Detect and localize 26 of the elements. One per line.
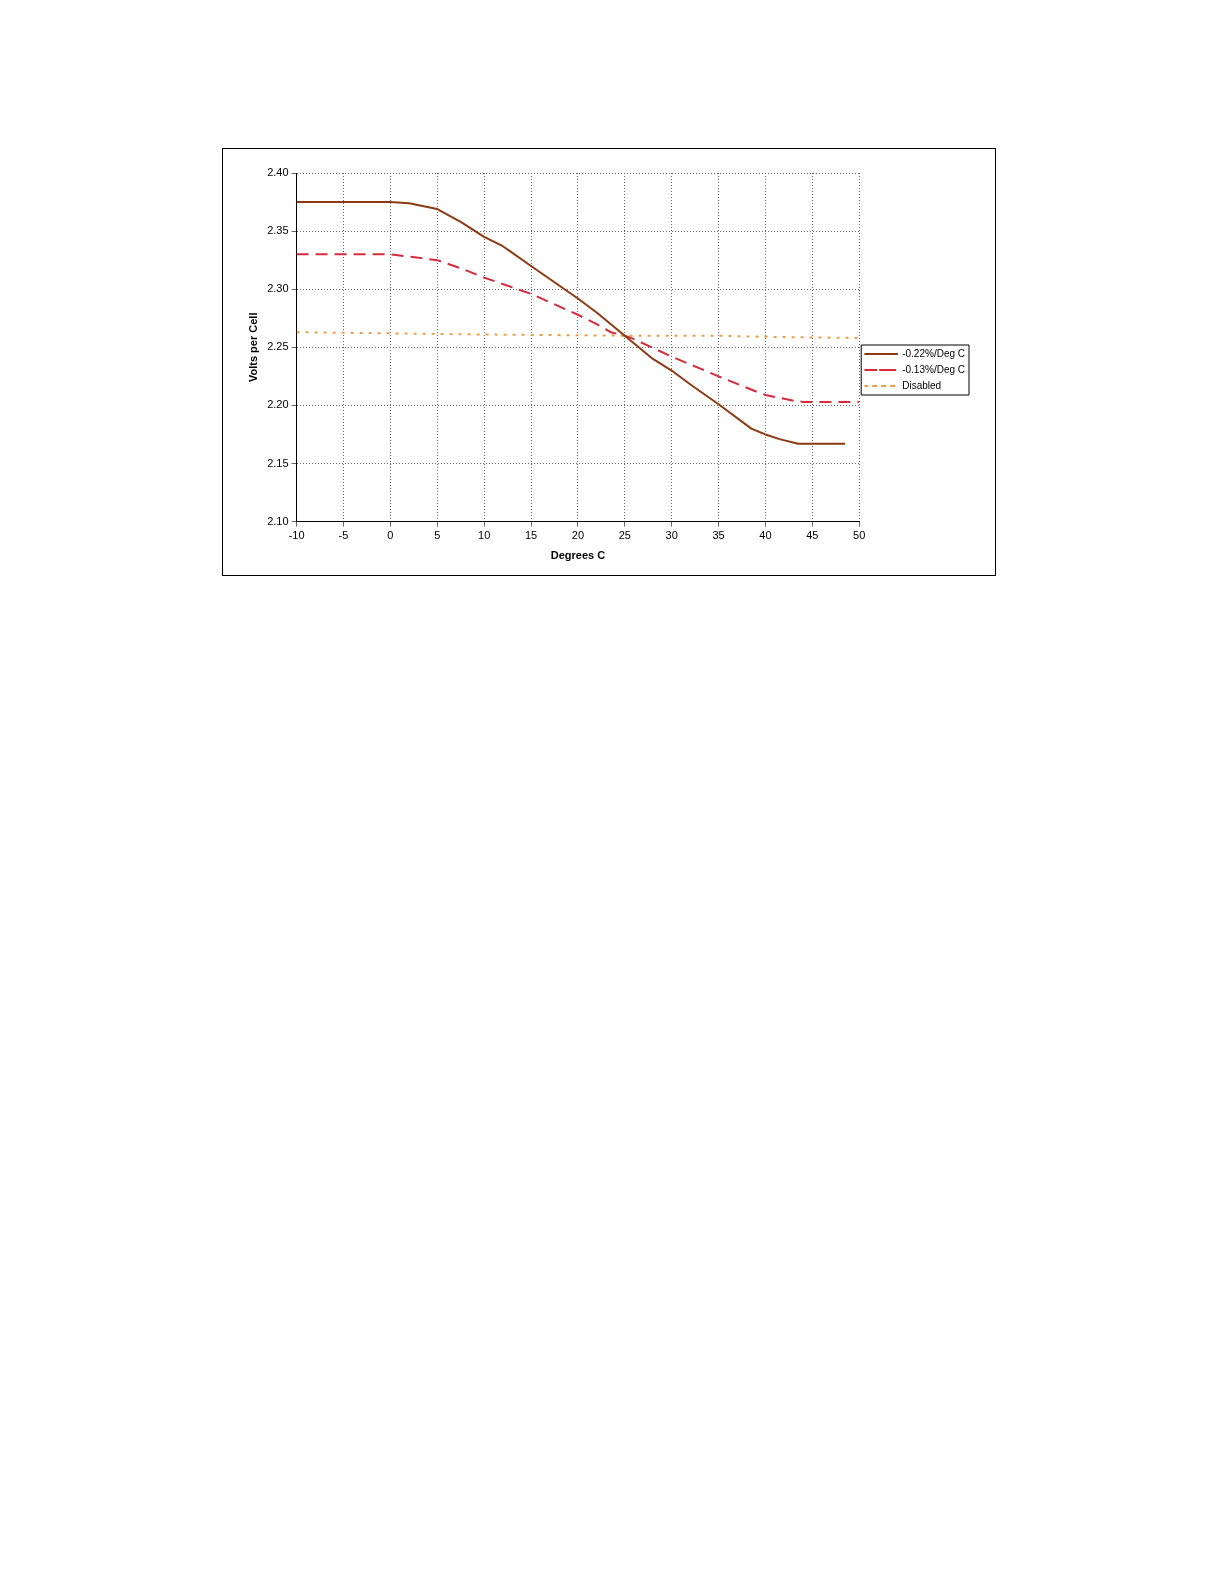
x-tick-label: 40 [759,529,772,542]
y-tick-label: 2.20 [267,398,289,411]
x-tick-label: 20 [571,529,585,542]
line-series [296,253,860,403]
x-tick-label: 35 [712,529,725,542]
x-tick-label: 30 [665,529,678,542]
x-tick-label: 25 [618,529,631,542]
legend-label: -0.13%/Deg C [902,363,965,375]
y-tick-label: 2.35 [267,224,289,237]
y-axis-title: Volts per Cell [246,312,259,383]
x-tick-label: -10 [288,529,305,542]
x-tick-label: 0 [387,529,394,542]
legend-label: Disabled [902,379,942,391]
x-axis-title: Degrees C [550,549,606,562]
x-tick-label: 10 [478,529,491,542]
y-tick-label: 2.15 [267,456,289,469]
x-tick-label: 15 [524,529,538,542]
x-tick-label: -5 [338,529,349,542]
x-tick-label: 45 [806,529,819,542]
x-tick-label: 5 [434,529,441,542]
y-tick-label: 2.40 [267,166,289,179]
legend-label: -0.22%/Deg C [902,347,965,359]
y-tick-label: 2.25 [267,340,289,353]
y-tick-label: 2.10 [267,514,289,527]
x-tick-label: 50 [853,529,866,542]
y-tick-label: 2.30 [267,282,289,295]
